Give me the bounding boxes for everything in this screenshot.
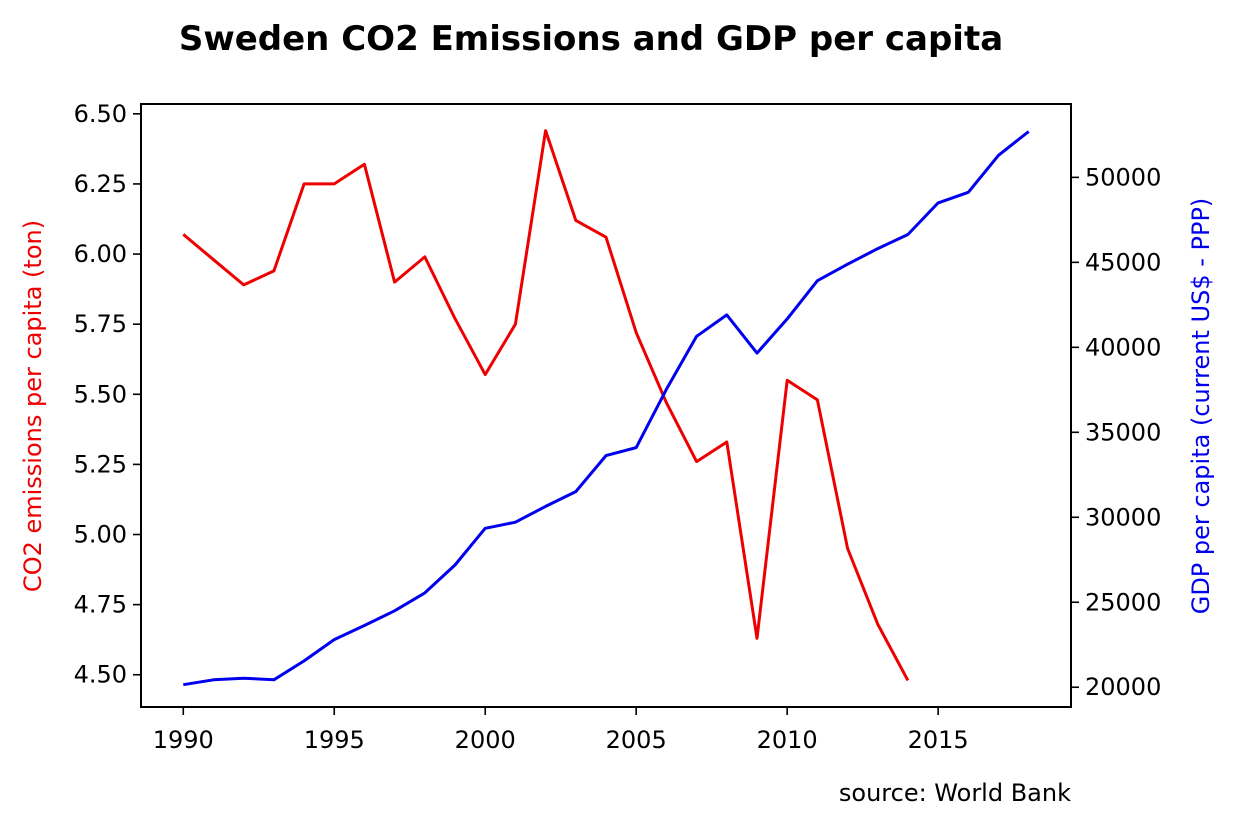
right-y-axis: 20000 25000 30000 35000 40000 45000 50000 bbox=[1071, 163, 1161, 701]
left-y-tick-label: 6.50 bbox=[74, 100, 127, 128]
right-y-tick-label: 40000 bbox=[1085, 333, 1161, 361]
right-y-axis-label: GDP per capita (current US$ - PPP) bbox=[1187, 198, 1215, 615]
left-y-tick-label: 6.00 bbox=[74, 240, 127, 268]
x-tick-label: 2015 bbox=[908, 726, 969, 754]
x-tick-label: 1990 bbox=[153, 726, 214, 754]
right-y-tick-label: 30000 bbox=[1085, 503, 1161, 531]
left-y-axis-label: CO2 emissions per capita (ton) bbox=[19, 220, 47, 592]
x-tick-label: 1995 bbox=[304, 726, 365, 754]
left-y-axis: 4.50 4.75 5.00 5.25 5.50 5.75 6.00 6.25 6.50 bbox=[74, 100, 141, 689]
left-y-tick-label: 5.75 bbox=[74, 310, 127, 338]
right-y-tick-label: 20000 bbox=[1085, 673, 1161, 701]
co2-line bbox=[182, 129, 910, 682]
left-y-tick-label: 4.75 bbox=[74, 591, 127, 619]
right-y-tick-label: 50000 bbox=[1085, 163, 1161, 191]
x-tick-label: 2010 bbox=[757, 726, 818, 754]
left-y-tick-label: 4.50 bbox=[74, 661, 127, 689]
gdp-line bbox=[183, 130, 1030, 687]
x-axis: 1990 1995 2000 2005 2010 2015 bbox=[153, 707, 969, 754]
chart-title: Sweden CO2 Emissions and GDP per capita bbox=[179, 19, 1003, 59]
right-y-tick-label: 35000 bbox=[1085, 418, 1161, 446]
right-y-tick-label: 45000 bbox=[1085, 248, 1161, 276]
series-layer bbox=[182, 129, 1030, 687]
left-y-tick-label: 6.25 bbox=[74, 170, 127, 198]
plot-frame bbox=[140, 103, 1072, 708]
source-note: source: World Bank bbox=[839, 779, 1071, 807]
left-y-tick-label: 5.25 bbox=[74, 450, 127, 478]
left-y-tick-label: 5.00 bbox=[74, 521, 127, 549]
right-y-tick-label: 25000 bbox=[1085, 588, 1161, 616]
x-tick-label: 2000 bbox=[455, 726, 516, 754]
left-y-tick-label: 5.50 bbox=[74, 380, 127, 408]
x-tick-label: 2005 bbox=[606, 726, 667, 754]
